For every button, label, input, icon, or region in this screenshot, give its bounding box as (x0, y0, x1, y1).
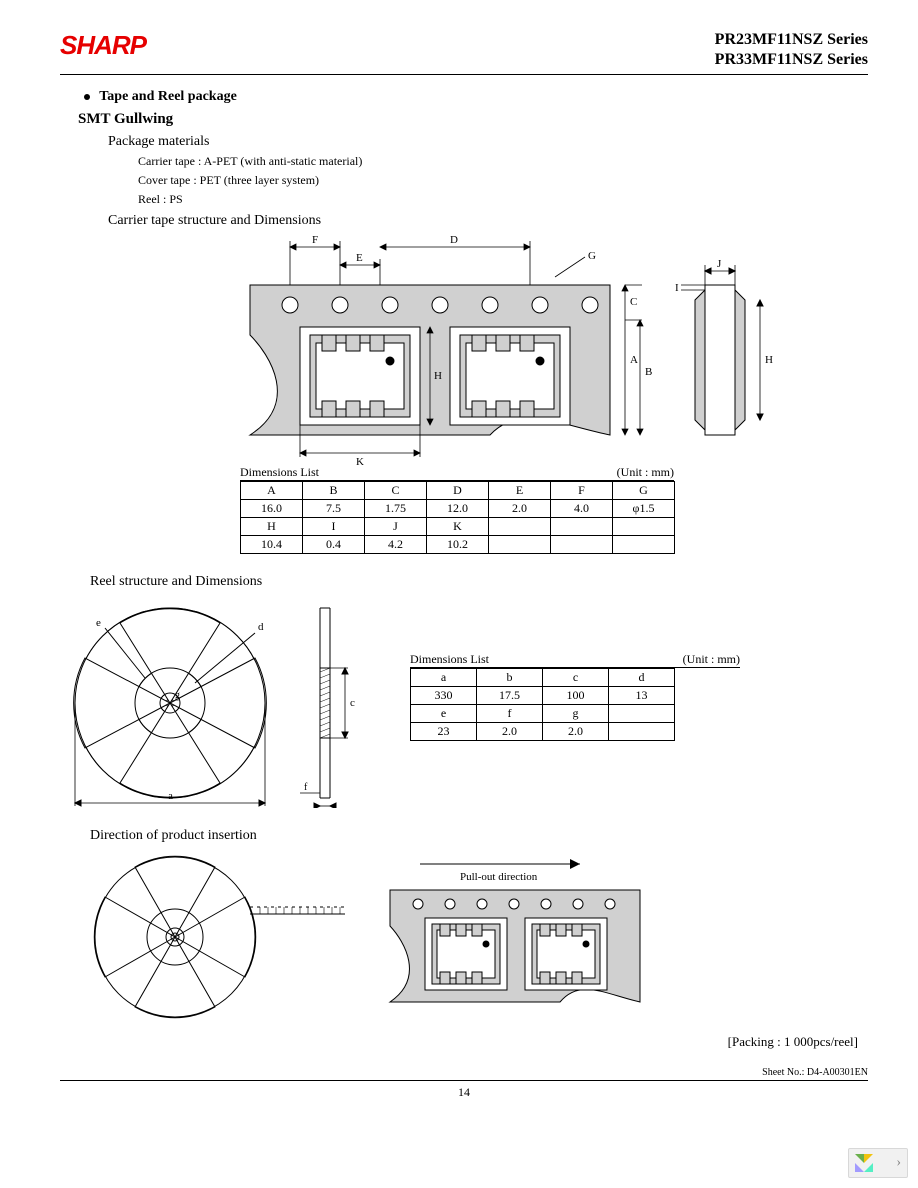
nav-logo-icon (855, 1154, 873, 1172)
nav-widget[interactable]: › (848, 1148, 908, 1178)
carrier-tape-heading: Carrier tape structure and Dimensions (108, 213, 868, 229)
svg-text:A: A (630, 354, 638, 366)
series-1: PR23MF11NSZ Series (715, 30, 868, 50)
direction-tape-diagram: Pull-out direction (380, 852, 660, 1022)
svg-text:B: B (645, 366, 652, 378)
pkg-line-1: Carrier tape : A-PET (with anti-static m… (138, 154, 868, 169)
reel-dim-unit: (Unit : mm) (683, 652, 740, 667)
svg-text:K: K (356, 456, 364, 465)
carrier-dim-title: Dimensions List (240, 465, 319, 480)
chevron-right-icon[interactable]: › (896, 1155, 901, 1171)
reel-heading: Reel structure and Dimensions (90, 574, 868, 590)
table-row: ABCDEFG (241, 482, 675, 500)
reel-dim-table: abcd 33017.510013 efg 232.02.0 (410, 668, 675, 741)
table-row: 16.07.51.7512.02.04.0φ1.5 (241, 500, 675, 518)
svg-text:C: C (630, 296, 637, 308)
reel-dim-title: Dimensions List (410, 652, 489, 667)
svg-text:c: c (350, 697, 355, 709)
page-header: SHARP PR23MF11NSZ Series PR33MF11NSZ Ser… (60, 30, 868, 75)
svg-text:e: e (96, 617, 101, 629)
bullet-icon (84, 94, 90, 100)
reel-dim-caption: Dimensions List (Unit : mm) (410, 652, 740, 668)
table-row: HIJK (241, 518, 675, 536)
svg-text:E: E (356, 252, 363, 264)
table-row: 10.40.44.210.2 (241, 536, 675, 554)
svg-text:a: a (168, 790, 173, 802)
svg-text:H: H (765, 354, 773, 366)
sheet-no: Sheet No.: D4-A00301EN (762, 1067, 868, 1078)
carrier-dim-caption: Dimensions List (Unit : mm) (240, 465, 674, 481)
series-titles: PR23MF11NSZ Series PR33MF11NSZ Series (715, 30, 868, 70)
svg-text:I: I (675, 282, 679, 294)
footer-rule: Sheet No.: D4-A00301EN (60, 1080, 868, 1081)
carrier-tape-diagram: F E D G (230, 235, 790, 465)
svg-text:d: d (258, 621, 264, 633)
section-title: Tape and Reel package (84, 89, 868, 105)
smt-gullwing-title: SMT Gullwing (78, 111, 868, 128)
svg-text:J: J (717, 258, 722, 270)
svg-text:G: G (588, 250, 596, 262)
pkg-line-2: Cover tape : PET (three layer system) (138, 173, 868, 188)
package-materials-title: Package materials (108, 134, 868, 150)
svg-text:f: f (304, 782, 308, 793)
pullout-label: Pull-out direction (460, 871, 538, 883)
page-number: 14 (60, 1085, 868, 1100)
direction-reel-diagram (90, 852, 350, 1022)
section-title-text: Tape and Reel package (99, 89, 237, 104)
series-2: PR33MF11NSZ Series (715, 50, 868, 70)
direction-heading: Direction of product insertion (90, 828, 868, 844)
sharp-logo: SHARP (60, 30, 146, 61)
reel-table-block: Dimensions List (Unit : mm) abcd 33017.5… (410, 598, 740, 741)
svg-text:H: H (434, 370, 442, 382)
carrier-dim-unit: (Unit : mm) (617, 465, 674, 480)
table-row: 232.02.0 (411, 723, 675, 741)
table-row: abcd (411, 669, 675, 687)
table-row: 33017.510013 (411, 687, 675, 705)
svg-text:D: D (450, 235, 458, 246)
table-row: efg (411, 705, 675, 723)
pkg-line-3: Reel : PS (138, 192, 868, 207)
svg-text:F: F (312, 235, 318, 246)
reel-diagram: e d g a (60, 598, 370, 808)
carrier-dim-table: ABCDEFG 16.07.51.7512.02.04.0φ1.5 HIJK 1… (240, 481, 675, 554)
packing-note: [Packing : 1 000pcs/reel] (60, 1034, 858, 1050)
svg-text:g: g (175, 690, 180, 701)
